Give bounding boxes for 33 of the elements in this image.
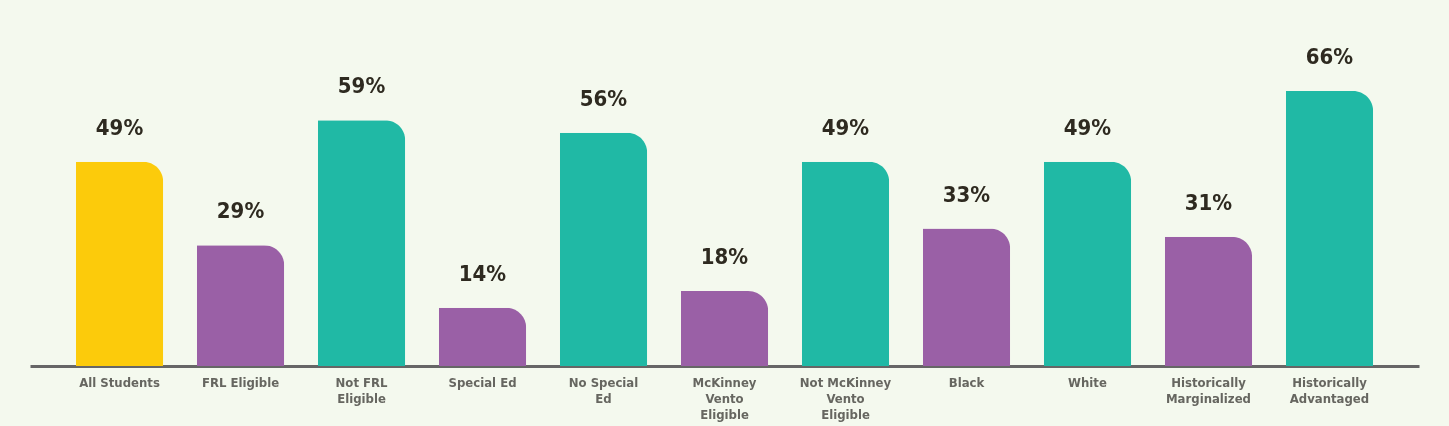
bar	[438, 307, 527, 366]
bar	[317, 120, 406, 366]
x-tick-label: Special Ed	[448, 374, 517, 390]
data-label: 66%	[1305, 44, 1354, 69]
data-label: 49%	[821, 114, 870, 140]
x-tick-label: Not FRL Eligible	[335, 374, 389, 406]
x-tick-label: No Special Ed	[568, 374, 639, 406]
bar	[1043, 161, 1132, 366]
data-label: 33%	[942, 181, 991, 207]
x-tick-label: Historically Advantaged	[1289, 374, 1370, 406]
x-tick-label: Black	[948, 374, 985, 390]
x-tick-label: White	[1068, 374, 1107, 390]
data-label: 56%	[579, 85, 628, 111]
bar	[1285, 91, 1374, 366]
bar	[75, 161, 164, 366]
x-tick-label: Historically Marginalized	[1165, 374, 1251, 406]
data-label: 29%	[216, 198, 265, 224]
bar	[1164, 236, 1253, 366]
x-tick-label: FRL Eligible	[201, 374, 280, 390]
x-tick-label: McKinney Vento Eligible	[692, 374, 757, 422]
data-label: 49%	[1063, 114, 1112, 140]
data-label: 18%	[700, 244, 749, 269]
data-label: 49%	[95, 114, 144, 140]
bar	[680, 291, 769, 366]
x-tick-label: All Students	[79, 374, 160, 390]
bar	[559, 132, 648, 366]
bar	[196, 245, 285, 366]
data-label: 14%	[458, 260, 507, 286]
data-label: 31%	[1184, 189, 1233, 215]
bar	[801, 161, 890, 366]
x-tick-label: Not McKinney Vento Eligible	[799, 374, 892, 422]
bar	[922, 228, 1011, 366]
data-label: 59%	[337, 73, 386, 99]
